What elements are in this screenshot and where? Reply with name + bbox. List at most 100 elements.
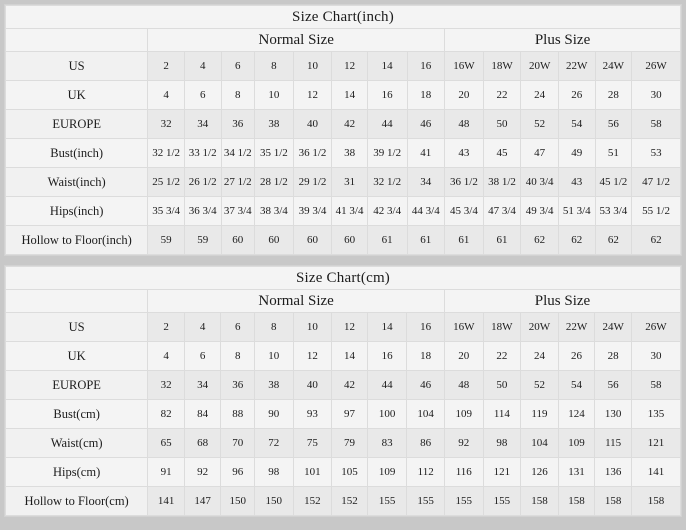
table-row: EUROPE 32 34 36 38 40 42 44 46 48 50 52 54 56 58 [4,109,681,139]
table-cell: 53 [631,138,681,168]
table-cell: 152 [292,486,333,516]
table-cell: 61 [482,225,522,255]
table-cell: 4 [147,341,185,371]
table-cell: 47 [520,138,559,168]
table-cell: 54 [557,370,596,400]
table-cell: 14 [331,341,368,371]
table-cell: 24W [594,51,633,81]
table-cell: 28 1/2 [254,167,294,197]
table-cell: 58 [631,109,681,139]
table-cell: 26W [631,51,681,81]
row-label: US [4,312,149,342]
table-cell: 50 [482,370,522,400]
size-chart-inch-table: Size Chart(inch) Normal Size Plus Size US 2 4… [4,5,681,255]
group-header-normal-size: Normal Size [147,289,445,313]
table-cell: 58 [630,370,682,400]
inch-table-body: Size Chart(inch) Normal Size Plus Size US 2 4… [4,5,681,255]
table-cell: 45 3/4 [444,196,484,226]
table-cell: 42 3/4 [366,196,408,226]
table-cell: 22 [482,80,522,110]
table-cell: 38 [254,109,294,139]
table-cell: 68 [183,428,222,458]
table-cell: 155 [482,486,522,516]
table-cell: 88 [220,399,255,429]
table-cell: 121 [630,428,682,458]
table-cell: 104 [520,428,559,458]
table-cell: 62 [520,225,559,255]
table-cell: 35 3/4 [147,196,185,226]
table-cell: 62 [594,225,633,255]
table-cell: 44 3/4 [406,196,446,226]
table-cell: 34 [183,109,222,139]
table-cell: 141 [630,457,682,487]
table-cell: 130 [594,399,632,429]
group-header-corner [4,289,149,313]
table-cell: 92 [183,457,222,487]
group-header-corner [4,28,149,52]
table-cell: 72 [253,428,294,458]
group-header-plus-size: Plus Size [444,28,681,52]
table-cell: 48 [444,109,484,139]
table-cell: 34 [406,167,446,197]
table-cell: 16 [366,341,408,371]
table-cell: 24 [520,80,559,110]
table-row: EUROPE 32 34 36 38 40 42 44 46 48 50 52 54 56 58 [4,370,682,400]
table-cell: 84 [183,399,222,429]
table-cell: 40 [292,370,333,400]
table-cell: 93 [292,399,333,429]
table-cell: 59 [183,225,222,255]
table-cell: 12 [331,312,368,342]
row-label: UK [4,80,149,110]
table-cell: 121 [482,457,522,487]
table-cell: 26W [630,312,682,342]
table-cell: 44 [366,370,408,400]
table-cell: 65 [147,428,185,458]
cm-table-body: Size Chart(cm) Normal Size Plus Size US 2 4 6 8… [4,266,682,516]
table-cell: 16 [406,51,446,81]
table-cell: 36 3/4 [183,196,222,226]
table-cell: 38 [253,370,294,400]
table-cell: 48 [443,370,484,400]
size-chart-cm-table: Size Chart(cm) Normal Size Plus Size US 2 4 6 8… [4,266,682,516]
table-cell: 62 [631,225,681,255]
group-header-row: Normal Size Plus Size [4,28,681,52]
table-cell: 158 [557,486,596,516]
table-cell: 79 [331,428,368,458]
table-cell: 141 [147,486,185,516]
table-cell: 39 3/4 [292,196,333,226]
table-cell: 97 [331,399,368,429]
group-header-plus-size: Plus Size [443,289,682,313]
table-title: Size Chart(inch) [5,5,681,29]
row-label: UK [4,341,149,371]
table-cell: 114 [482,399,522,429]
table-cell: 115 [594,428,632,458]
table-row: Waist(inch) 25 1/2 26 1/2 27 1/2 28 1/2 29 1/… [4,167,681,197]
table-cell: 31 [331,167,368,197]
table-cell: 70 [220,428,255,458]
table-cell: 26 [557,80,596,110]
row-label: Bust(inch) [4,138,149,168]
table-cell: 61 [444,225,484,255]
table-cell: 51 3/4 [557,196,596,226]
table-cell: 61 [366,225,408,255]
table-cell: 18 [406,341,445,371]
table-row: US 2 4 6 8 10 12 14 16 16W 18W 20W 22W 24W 26W [4,51,681,81]
table-cell: 42 [331,370,368,400]
table-cell: 16W [444,51,484,81]
table-cell: 112 [406,457,445,487]
table-cell: 61 [406,225,446,255]
table-cell: 50 [482,109,522,139]
table-cell: 8 [220,341,255,371]
table-cell: 22 [482,341,522,371]
table-cell: 98 [253,457,294,487]
table-cell: 109 [366,457,408,487]
table-cell: 52 [520,109,559,139]
table-cell: 6 [183,341,222,371]
table-row: Waist(cm) 65 68 70 72 75 79 83 86 92 98 104 109 115 12… [4,428,682,458]
table-cell: 20W [520,51,559,81]
table-cell: 98 [482,428,522,458]
table-cell: 20 [444,80,484,110]
table-cell: 6 [220,51,256,81]
table-cell: 8 [220,80,256,110]
table-cell: 24W [594,312,632,342]
